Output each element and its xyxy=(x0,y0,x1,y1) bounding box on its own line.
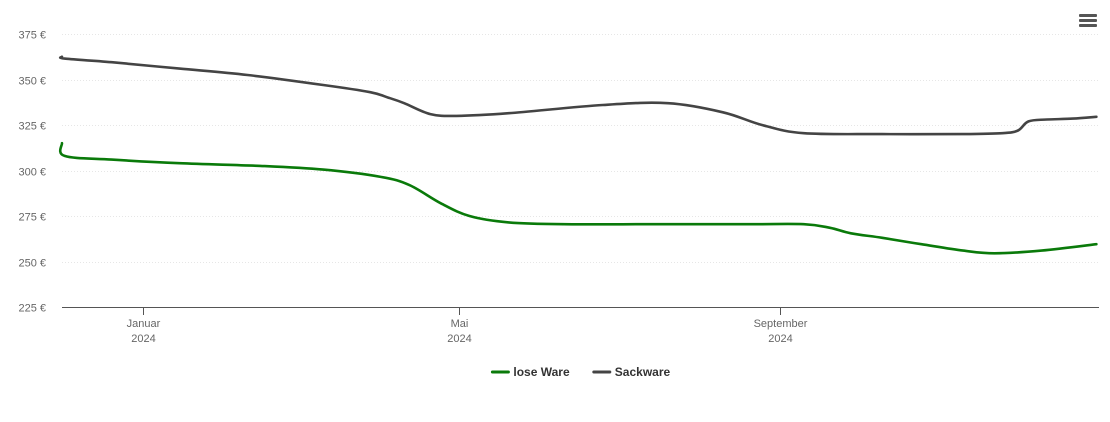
x-tick-year: 2024 xyxy=(447,333,471,345)
series-lines xyxy=(58,55,1098,255)
series-line-lose-ware[interactable] xyxy=(58,141,1098,255)
y-tick-label: 250 € xyxy=(18,258,46,270)
legend-label: Sackware xyxy=(615,365,671,379)
menu-bar xyxy=(1079,24,1097,27)
x-tick-label: September xyxy=(754,318,808,330)
x-axis: Januar 2024 Mai 2024 September 2024 xyxy=(62,307,1099,345)
y-tick-label: 225 € xyxy=(18,303,46,315)
y-tick-label: 375 € xyxy=(18,30,46,42)
series-line-sackware[interactable] xyxy=(58,55,1098,136)
y-axis: 225 € 250 € 275 € 300 € 325 € 350 € 375 € xyxy=(18,30,46,315)
y-tick-label: 300 € xyxy=(18,167,46,179)
x-tick-label: Januar xyxy=(127,318,161,330)
y-tick-label: 350 € xyxy=(18,76,46,88)
x-tick-year: 2024 xyxy=(131,333,155,345)
x-tick-year: 2024 xyxy=(768,333,792,345)
x-tick-label: Mai xyxy=(451,318,469,330)
legend: lose Ware Sackware xyxy=(490,365,671,379)
menu-bar xyxy=(1079,19,1097,22)
y-tick-label: 275 € xyxy=(18,212,46,224)
legend-label: lose Ware xyxy=(513,365,570,379)
legend-item-sackware[interactable]: Sackware xyxy=(592,365,671,379)
legend-item-lose-ware[interactable]: lose Ware xyxy=(490,365,570,379)
y-tick-label: 325 € xyxy=(18,121,46,133)
grid-lines xyxy=(62,34,1099,263)
menu-bar xyxy=(1079,14,1097,17)
hamburger-menu-icon[interactable] xyxy=(1078,12,1098,32)
